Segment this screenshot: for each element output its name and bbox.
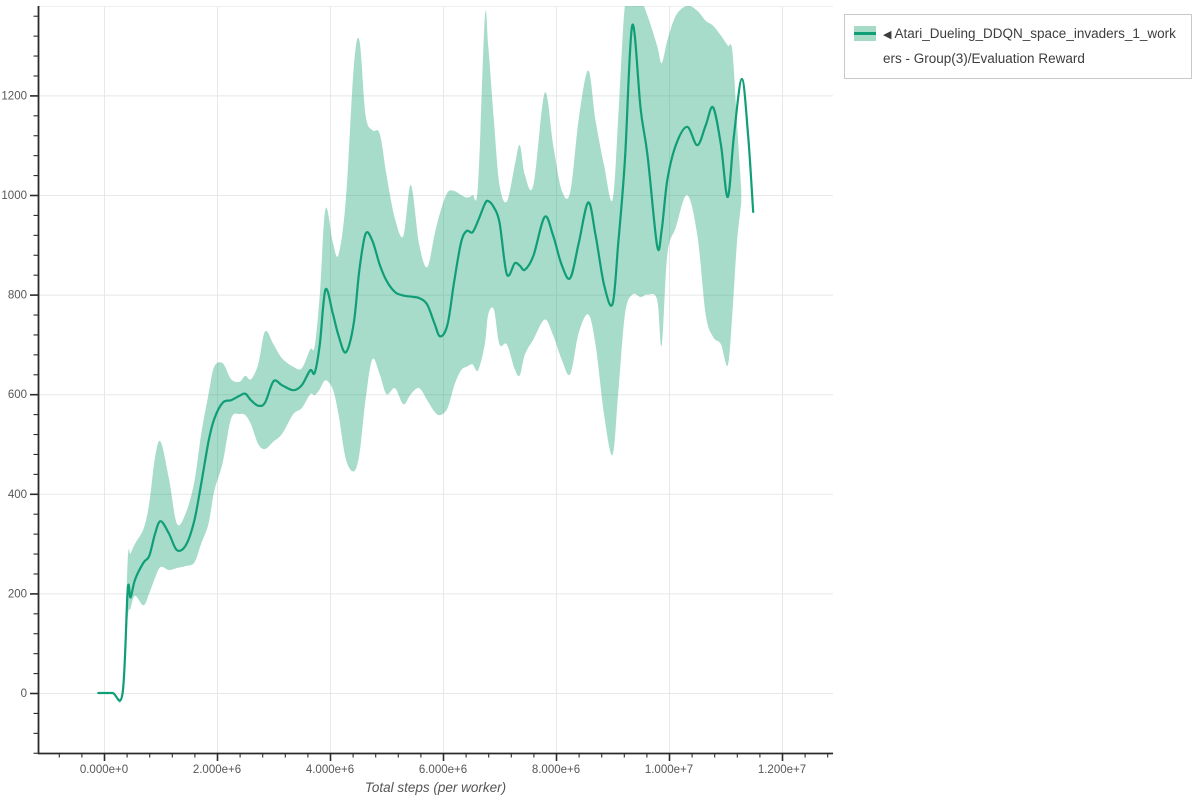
y-tick-label: 1200 (1, 90, 27, 102)
y-tick-label: 800 (8, 290, 27, 302)
series-line (97, 23, 755, 702)
y-tick-label: 0 (21, 688, 27, 700)
y-tick-label: 400 (8, 489, 27, 501)
y-tick-label: 200 (8, 588, 27, 600)
legend-series-label: Atari_Dueling_DDQN_space_invaders_1_work… (883, 26, 1176, 66)
x-tick-label: 6.000e+6 (419, 764, 467, 776)
x-tick-label: 8.000e+6 (532, 764, 580, 776)
gridlines (38, 6, 833, 753)
axes (30, 6, 833, 761)
confidence-band (98, 6, 742, 703)
x-tick-label: 2.000e+6 (193, 764, 241, 776)
x-tick-label: 0.000e+0 (80, 764, 128, 776)
legend[interactable]: ◀ Atari_Dueling_DDQN_space_invaders_1_wo… (844, 14, 1192, 79)
plot-area[interactable] (38, 6, 833, 753)
x-tick-label: 1.000e+7 (645, 764, 693, 776)
legend-entry[interactable]: ◀ Atari_Dueling_DDQN_space_invaders_1_wo… (883, 22, 1181, 71)
tick-labels: 0.000e+0 2.000e+6 4.000e+6 6.000e+6 8.000e+6… (1, 90, 806, 776)
legend-series-swatch-icon (854, 26, 876, 41)
y-tick-label: 1000 (1, 190, 27, 202)
x-tick-label: 1.200e+7 (758, 764, 806, 776)
x-tick-label: 4.000e+6 (306, 764, 354, 776)
y-tick-label: 600 (8, 389, 27, 401)
legend-collapse-icon[interactable]: ◀ (883, 29, 892, 41)
legend-line-icon (854, 32, 876, 35)
x-axis-title: Total steps (per worker) (364, 780, 507, 795)
